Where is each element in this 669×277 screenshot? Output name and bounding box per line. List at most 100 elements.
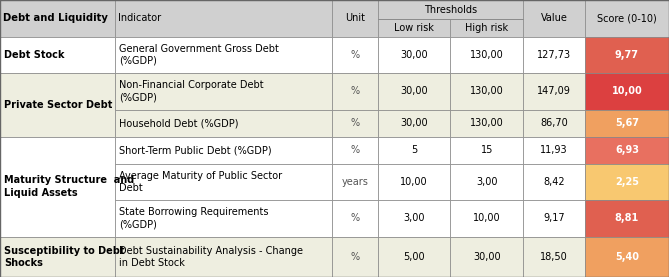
Text: 18,50: 18,50 <box>540 252 568 262</box>
Text: 127,73: 127,73 <box>537 50 571 60</box>
Bar <box>378 200 450 237</box>
Text: 30,00: 30,00 <box>473 252 500 262</box>
Text: %: % <box>351 213 359 223</box>
Bar <box>332 110 378 137</box>
Bar <box>378 163 450 200</box>
Bar <box>115 137 332 163</box>
Bar <box>450 163 523 200</box>
Text: 3,00: 3,00 <box>403 213 425 223</box>
Text: 130,00: 130,00 <box>470 86 504 96</box>
Bar <box>332 137 378 163</box>
Bar <box>450 237 523 277</box>
Bar <box>378 73 450 110</box>
Text: 9,77: 9,77 <box>615 50 639 60</box>
Bar <box>378 200 450 237</box>
Bar <box>0 237 115 277</box>
Bar <box>585 37 669 73</box>
Bar <box>115 163 332 200</box>
Bar <box>585 163 669 200</box>
Text: 11,93: 11,93 <box>540 145 568 155</box>
Bar <box>115 73 332 110</box>
Bar <box>523 137 585 163</box>
Bar <box>0 0 115 37</box>
Text: 10,00: 10,00 <box>400 177 428 187</box>
Text: Debt and Liquidity: Debt and Liquidity <box>3 13 108 23</box>
Text: 15: 15 <box>480 145 493 155</box>
Bar <box>450 73 523 110</box>
Bar <box>585 110 669 137</box>
Bar <box>523 37 585 73</box>
Bar <box>450 110 523 137</box>
Text: 5,00: 5,00 <box>403 252 425 262</box>
Bar <box>0 200 115 237</box>
Bar <box>585 73 669 110</box>
Bar <box>115 110 332 137</box>
Bar <box>115 73 332 110</box>
Bar <box>115 0 332 37</box>
Bar <box>450 73 523 110</box>
Bar <box>332 163 378 200</box>
Bar <box>450 110 523 137</box>
Bar <box>523 37 585 73</box>
Bar <box>585 237 669 277</box>
Bar <box>585 200 669 237</box>
Text: Low risk: Low risk <box>394 23 434 33</box>
Text: 10,00: 10,00 <box>473 213 500 223</box>
Bar <box>450 137 523 163</box>
Bar <box>378 19 450 37</box>
Bar <box>523 110 585 137</box>
Text: 2,25: 2,25 <box>615 177 639 187</box>
Bar <box>332 37 378 73</box>
Bar <box>332 237 378 277</box>
Text: Value: Value <box>541 13 567 23</box>
Bar <box>450 163 523 200</box>
Bar <box>332 237 378 277</box>
Bar <box>332 0 378 37</box>
Bar <box>0 37 115 73</box>
Bar <box>115 237 332 277</box>
Bar <box>378 163 450 200</box>
Bar <box>0 137 115 163</box>
Bar <box>450 19 523 37</box>
Text: General Government Gross Debt
(%GDP): General Government Gross Debt (%GDP) <box>119 44 279 66</box>
Bar <box>378 237 450 277</box>
Bar <box>378 137 450 163</box>
Bar <box>585 163 669 200</box>
Text: Household Debt (%GDP): Household Debt (%GDP) <box>119 118 239 128</box>
Bar <box>450 37 523 73</box>
Text: Maturity Structure  and
Liquid Assets: Maturity Structure and Liquid Assets <box>4 175 134 198</box>
Bar <box>378 110 450 137</box>
Bar <box>523 237 585 277</box>
Bar <box>332 200 378 237</box>
Bar <box>585 137 669 163</box>
Bar <box>115 163 332 200</box>
Text: Susceptibility to Debt
Shocks: Susceptibility to Debt Shocks <box>4 246 124 268</box>
Bar <box>0 110 115 137</box>
Bar <box>332 37 378 73</box>
Bar <box>115 110 332 137</box>
Bar <box>0 73 115 137</box>
Bar <box>378 110 450 137</box>
Bar <box>332 110 378 137</box>
Bar <box>585 200 669 237</box>
Bar <box>450 237 523 277</box>
Text: 86,70: 86,70 <box>540 118 568 128</box>
Text: 8,81: 8,81 <box>615 213 639 223</box>
Text: 3,00: 3,00 <box>476 177 498 187</box>
Bar <box>332 163 378 200</box>
Text: Unit: Unit <box>345 13 365 23</box>
Bar <box>585 110 669 137</box>
Text: Debt Stock: Debt Stock <box>4 50 64 60</box>
Bar <box>450 137 523 163</box>
Bar <box>378 0 523 19</box>
Text: 130,00: 130,00 <box>470 118 504 128</box>
Text: %: % <box>351 86 359 96</box>
Bar <box>450 200 523 237</box>
Bar <box>523 0 585 37</box>
Text: 30,00: 30,00 <box>400 50 428 60</box>
Text: Debt Sustainability Analysis - Change
in Debt Stock: Debt Sustainability Analysis - Change in… <box>119 246 303 268</box>
Text: 8,42: 8,42 <box>543 177 565 187</box>
Text: 5,40: 5,40 <box>615 252 639 262</box>
Bar <box>523 237 585 277</box>
Bar <box>450 37 523 73</box>
